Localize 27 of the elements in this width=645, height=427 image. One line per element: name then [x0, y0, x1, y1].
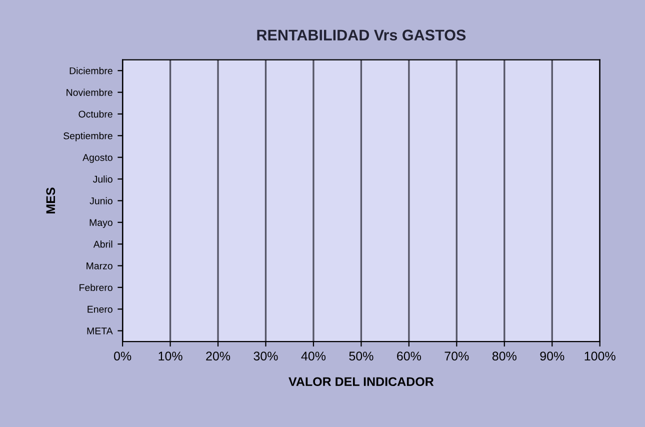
y-tick-label: META: [87, 328, 113, 334]
y-tick-label: Septiembre: [64, 132, 112, 142]
y-tick-label: Abril: [93, 240, 112, 248]
y-tick-label: Marzo: [86, 262, 112, 270]
x-tick-label: 10%: [158, 352, 182, 361]
y-axis-title: MES: [46, 188, 56, 214]
y-tick-label: Diciembre: [70, 67, 112, 74]
y-tick-label: Noviembre: [66, 88, 112, 96]
y-tick-label: Enero: [88, 306, 112, 313]
x-tick-label: 0%: [114, 352, 132, 361]
y-tick-label: Febrero: [80, 284, 112, 292]
x-tick-label: 60%: [397, 352, 421, 361]
y-tick-label: Agosto: [82, 154, 112, 163]
y-tick-label: Octubre: [78, 110, 112, 118]
x-tick-label: 40%: [301, 352, 326, 361]
x-tick-label: 20%: [206, 352, 230, 361]
x-tick-label: 80%: [492, 352, 516, 361]
x-tick-label: 100%: [584, 352, 616, 361]
x-tick-label: 90%: [540, 352, 564, 361]
chart-title: RENTABILIDAD Vrs GASTOS: [257, 30, 466, 40]
y-tick-label: Junio: [90, 197, 112, 204]
x-tick-label: 50%: [349, 352, 374, 361]
y-tick-label: Mayo: [90, 219, 112, 228]
y-tick-label: Julio: [92, 175, 112, 183]
x-tick-label: 70%: [444, 352, 469, 361]
x-tick-label: 30%: [254, 352, 278, 361]
x-axis-title: VALOR DEL INDICADOR: [288, 377, 434, 386]
